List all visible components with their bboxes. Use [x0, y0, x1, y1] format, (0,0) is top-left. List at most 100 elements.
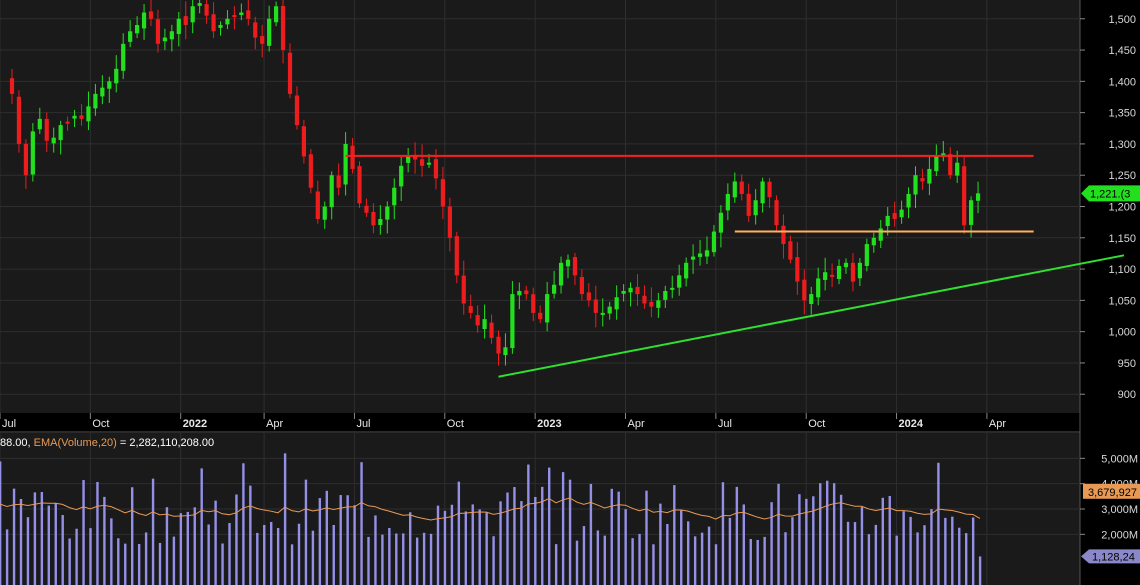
candle-body [934, 156, 939, 172]
y-tick-label: 1,200 [1108, 202, 1136, 214]
volume-bar [909, 516, 912, 585]
volume-bar [158, 542, 162, 585]
candle [301, 119, 306, 164]
volume-bar [506, 492, 509, 585]
candle [816, 267, 821, 306]
candle-body [329, 175, 334, 208]
candle-body [322, 206, 327, 220]
volume-bar [110, 518, 113, 585]
candle-body [440, 179, 445, 207]
candle-body [767, 181, 772, 198]
volume-bar [151, 478, 155, 585]
candle-body [621, 290, 626, 294]
candle [308, 148, 313, 194]
volume-bar [96, 481, 99, 585]
candle-body [9, 78, 15, 94]
volume-bar [819, 483, 822, 585]
candle [871, 232, 876, 253]
volume-bar [749, 539, 752, 585]
candle [197, 0, 202, 14]
volume-bar [332, 525, 335, 585]
candle-body [565, 259, 571, 267]
volume-bar [346, 495, 349, 585]
candle-body [378, 219, 383, 225]
candle [239, 3, 244, 21]
candle [107, 76, 112, 103]
candle [190, 0, 195, 34]
candle [642, 285, 647, 309]
candle [392, 178, 397, 220]
candle-body [468, 306, 473, 313]
candle-body [642, 295, 647, 304]
candle-body [725, 193, 730, 211]
x-tick-label: Oct [92, 418, 109, 430]
candle-body [781, 225, 786, 245]
volume-bar [603, 535, 606, 585]
volume-bar [179, 513, 183, 585]
y-tick-label: 1,350 [1108, 108, 1136, 120]
candle-body [280, 5, 286, 51]
candle-body [253, 22, 258, 38]
volume-bar [687, 521, 690, 585]
volume-bar [457, 481, 461, 585]
candle [489, 314, 494, 344]
volume-bar [575, 540, 579, 585]
candle [336, 163, 341, 196]
volume-bar [360, 462, 363, 585]
candle [162, 28, 167, 50]
candle-body [308, 154, 313, 188]
volume-bar [965, 533, 968, 585]
x-axis-ticks: Jul Oct 2022 Apr Jul Oct 2023 Apr Jul Oct 2024 Apr [0, 413, 1006, 430]
candle [878, 220, 883, 249]
candle-body [357, 166, 362, 204]
volume-bar [256, 532, 259, 585]
volume-bar [895, 535, 898, 585]
candle-body [531, 294, 536, 313]
volume-bar [186, 511, 189, 585]
candle-body [593, 299, 598, 313]
volume-bar [541, 486, 544, 585]
volume-bar [47, 505, 50, 585]
ema-volume-line [0, 497, 981, 521]
candle [823, 257, 828, 291]
volume-bar [89, 528, 92, 585]
candle [621, 284, 626, 302]
candle-body [176, 18, 181, 35]
volume-bar [582, 526, 586, 585]
volume-legend: 88.00, EMA(Volume,20) = 2,282,110,208.00 [0, 437, 214, 449]
volume-bar [666, 524, 669, 585]
candle [440, 166, 445, 220]
candle [538, 305, 543, 324]
candle-body [572, 257, 578, 276]
candle-body [121, 43, 126, 71]
candle-body [86, 106, 91, 122]
candle [128, 20, 133, 48]
candle [58, 120, 63, 155]
candle-body [211, 14, 216, 32]
volume-bar [200, 468, 203, 585]
candle [614, 285, 619, 320]
candle [65, 116, 70, 131]
candle-body [969, 200, 974, 225]
candle [802, 269, 807, 315]
candle-body [795, 257, 800, 282]
volume-bar [784, 532, 787, 585]
candle-body [677, 275, 682, 288]
ema-value-label: 3,679,927 [1088, 487, 1137, 499]
candle-body [100, 87, 105, 97]
volume-bar [263, 524, 266, 585]
candle-body [343, 143, 348, 185]
candle [850, 253, 856, 292]
volume-bar [902, 511, 905, 585]
candle [899, 200, 904, 224]
candle-body [65, 121, 70, 124]
volume-bar [26, 517, 30, 585]
candle [677, 264, 682, 296]
candle [79, 104, 84, 126]
volume-bar [381, 534, 384, 585]
candle [461, 260, 466, 315]
candle [16, 90, 22, 153]
candle [830, 263, 835, 288]
candle-body [975, 193, 981, 201]
